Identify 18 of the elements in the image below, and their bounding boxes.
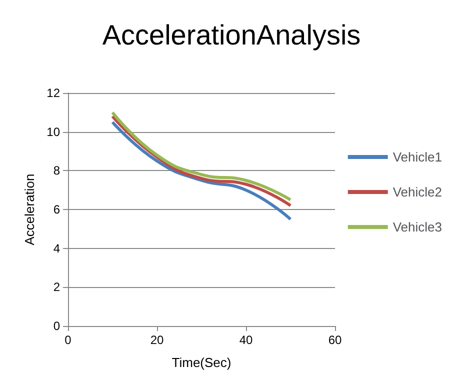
x-tick-label: 40 bbox=[239, 333, 253, 347]
y-tick-label: 10 bbox=[46, 124, 60, 139]
x-axis-title: Time(Sec) bbox=[172, 355, 232, 370]
y-tick-label: 0 bbox=[53, 319, 60, 333]
x-tick-label: 20 bbox=[150, 333, 164, 347]
legend-label: Vehicle2 bbox=[392, 184, 442, 200]
x-tick-label: 60 bbox=[328, 333, 342, 347]
y-tick-label: 12 bbox=[46, 86, 60, 100]
y-tick-label: 4 bbox=[53, 241, 60, 256]
legend-label: Vehicle3 bbox=[392, 220, 442, 234]
y-axis-title: Acceleration bbox=[22, 174, 37, 246]
legend-label: Vehicle1 bbox=[392, 150, 442, 164]
y-tick-label: 2 bbox=[53, 280, 60, 294]
chart-title: AccelerationAnalysis bbox=[102, 20, 361, 50]
y-tick-label: 6 bbox=[53, 202, 60, 216]
y-tick-label: 8 bbox=[53, 164, 60, 178]
line-series bbox=[111, 120, 292, 221]
x-tick-label: 0 bbox=[64, 333, 72, 347]
